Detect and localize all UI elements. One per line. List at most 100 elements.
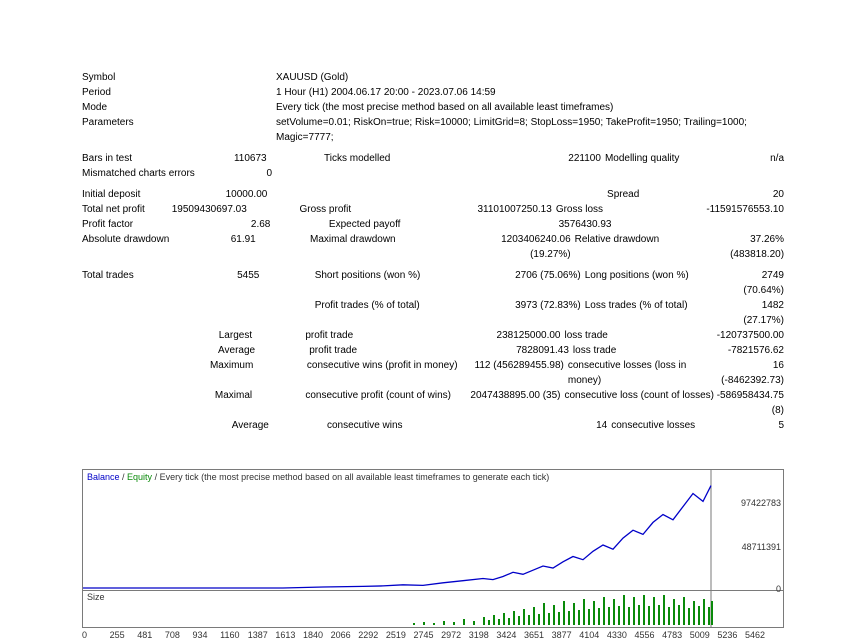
x-tick: 2972 (441, 630, 442, 640)
stat-b-value: 16 (-8462392.73) (721, 358, 784, 388)
x-tick: 481 (137, 630, 138, 640)
deposit-row: Initial deposit 10000.00 Spread 20 (82, 187, 784, 202)
x-tick: 3424 (496, 630, 497, 640)
header-row: Period 1 Hour (H1) 2004.06.17 20:00 - 202… (82, 85, 784, 100)
stat-b-label: consecutive losses (loss in money) (568, 358, 721, 388)
ticks-modelled-value: 221100 (489, 151, 605, 166)
x-tick: 1160 (220, 630, 221, 640)
bars-row: Bars in test 110673 Ticks modelled 22110… (82, 151, 784, 166)
gross-loss-value: -11591576553.10 (706, 202, 784, 217)
stat-a-label: consecutive wins (327, 418, 494, 433)
stat-a-value: 112 (456289455.98) (460, 358, 568, 388)
profit-factor-label: Profit factor (82, 217, 211, 232)
mismatched-value: 0 (212, 166, 276, 181)
x-tick: 708 (165, 630, 166, 640)
header-value: 1 Hour (H1) 2004.06.17 20:00 - 2023.07.0… (276, 85, 784, 100)
gross-profit-value: 31101007250.13 (450, 202, 556, 217)
x-tick: 5236 (717, 630, 718, 640)
total-trades-value: 5455 (203, 268, 263, 298)
stat-a-value: 238125000.00 (458, 328, 565, 343)
header-row: ModeEvery tick (the most precise method … (82, 100, 784, 115)
legend-rest: / Every tick (the most precise method ba… (152, 472, 549, 482)
x-tick: 4556 (635, 630, 636, 640)
stat-row-average: Average profit trade7828091.43loss trade-… (82, 343, 784, 358)
stat-b-label: loss trade (565, 328, 717, 343)
relative-dd-value: 37.26% (483818.20) (730, 232, 784, 262)
stat-prefix: Maximum (199, 358, 257, 388)
ticks-modelled-label: Ticks modelled (324, 151, 489, 166)
stat-row-largest: Largest profit trade238125000.00loss trad… (82, 328, 784, 343)
stat-row-maximum: Maximum consecutive wins (profit in money… (82, 358, 784, 388)
gross-loss-label: Gross loss (556, 202, 707, 217)
bars-in-test-label: Bars in test (82, 151, 208, 166)
stat-b-label: loss trade (573, 343, 728, 358)
x-axis: 0255481708934116013871613184020662292251… (82, 630, 784, 640)
stat-b-value: -120737500.00 (717, 328, 784, 343)
x-tick: 4783 (662, 630, 663, 640)
x-tick: 2519 (386, 630, 387, 640)
bars-in-test-value: 110673 (208, 151, 270, 166)
total-trades-label: Total trades (82, 268, 203, 298)
header-label: Parameters (82, 115, 212, 145)
x-tick: 2066 (331, 630, 332, 640)
mismatched-row: Mismatched charts errors 0 (82, 166, 784, 181)
header-label: Period (82, 85, 212, 100)
stat-b-value: -586958434.75 (8) (717, 388, 784, 418)
absolute-dd-value: 61.91 (201, 232, 260, 262)
maximal-dd-label: Maximal drawdown (310, 232, 465, 262)
net-profit-row: Total net profit 19509430697.03 Gross pr… (82, 202, 784, 217)
long-pos-value: 2749 (70.64%) (743, 268, 784, 298)
stat-prefix: Largest (198, 328, 256, 343)
x-tick: 0 (82, 630, 83, 640)
initial-deposit-value: 10000.00 (209, 187, 272, 202)
x-tick: 934 (193, 630, 194, 640)
header-row: Parameters setVolume=0.01; RiskOn=true; R… (82, 115, 784, 145)
stat-a-label: consecutive profit (count of wins) (305, 388, 457, 418)
stat-b-label: consecutive loss (count of losses) (565, 388, 717, 418)
x-tick: 2292 (358, 630, 359, 640)
spread-value: 20 (773, 187, 784, 202)
chart-legend: Balance / Equity / Every tick (the most … (87, 472, 549, 482)
y-tick: 48711391 (742, 542, 781, 552)
maximal-dd-value: 1203406240.06 (19.27%) (465, 232, 574, 262)
stat-row-maximal: Maximal consecutive profit (count of wins… (82, 388, 784, 418)
profit-trades-label: Profit trades (% of total) (315, 298, 474, 328)
profit-trades-value: 3973 (72.83%) (473, 298, 584, 328)
equity-chart: Balance / Equity / Every tick (the most … (82, 469, 784, 628)
header-value: setVolume=0.01; RiskOn=true; Risk=10000;… (276, 115, 784, 145)
stat-prefix: Average (200, 343, 259, 358)
short-pos-value: 2706 (75.06%) (473, 268, 584, 298)
relative-dd-label: Relative drawdown (575, 232, 730, 262)
report-body: SymbolXAUUSD (Gold)Period1 Hour (H1) 200… (0, 0, 866, 463)
x-tick: 3198 (469, 630, 470, 640)
x-tick: 5009 (690, 630, 691, 640)
short-pos-label: Short positions (won %) (315, 268, 474, 298)
stat-b-value: -7821576.62 (728, 343, 784, 358)
gross-profit-label: Gross profit (299, 202, 450, 217)
total-trades-row: Total trades 5455 Short positions (won %… (82, 268, 784, 298)
loss-trades-label: Loss trades (% of total) (585, 298, 744, 328)
expected-payoff-value: 3576430.93 (497, 217, 615, 232)
loss-trades-value: 1482 (27.17%) (743, 298, 784, 328)
stat-a-label: consecutive wins (profit in money) (307, 358, 460, 388)
legend-balance: Balance (87, 472, 120, 482)
modelling-quality-label: Modelling quality (605, 151, 770, 166)
x-tick: 1387 (248, 630, 249, 640)
drawdown-row: Absolute drawdown 61.91 Maximal drawdown… (82, 232, 784, 262)
stat-a-label: profit trade (309, 343, 464, 358)
stat-a-label: profit trade (305, 328, 457, 343)
x-tick: 255 (110, 630, 111, 640)
x-tick: 4104 (579, 630, 580, 640)
profit-trades-row: Profit trades (% of total) 3973 (72.83%)… (82, 298, 784, 328)
size-bars (83, 591, 747, 627)
x-tick: 3877 (552, 630, 553, 640)
stat-b-value: 5 (778, 418, 784, 433)
mismatched-label: Mismatched charts errors (82, 166, 212, 181)
stat-prefix: Maximal (198, 388, 256, 418)
absolute-dd-label: Absolute drawdown (82, 232, 201, 262)
spread-label: Spread (607, 187, 773, 202)
stat-a-value: 14 (494, 418, 611, 433)
profit-factor-value: 2.68 (211, 217, 274, 232)
stat-a-value: 7828091.43 (464, 343, 573, 358)
stat-prefix: Average (210, 418, 273, 433)
